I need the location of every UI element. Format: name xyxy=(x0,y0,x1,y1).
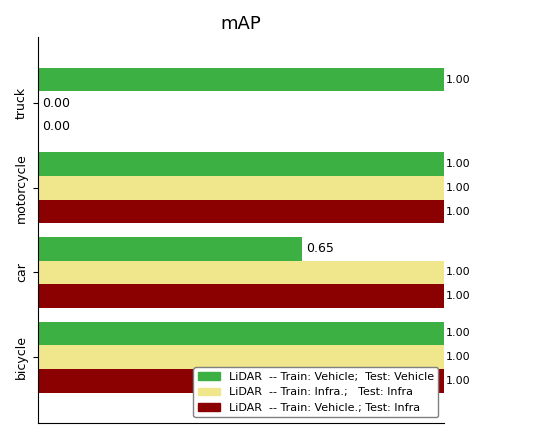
Text: 0.00: 0.00 xyxy=(42,120,70,134)
Text: 1.00: 1.00 xyxy=(446,159,471,169)
Bar xyxy=(38,200,444,223)
Text: 1.00: 1.00 xyxy=(446,207,471,216)
Text: 0.00: 0.00 xyxy=(42,97,70,110)
Text: 1.00: 1.00 xyxy=(446,268,471,277)
Bar xyxy=(38,237,302,261)
Title: mAP: mAP xyxy=(220,15,261,33)
Bar xyxy=(38,321,444,345)
Bar xyxy=(38,369,444,392)
Text: 1.00: 1.00 xyxy=(446,352,471,362)
Legend: LiDAR  -- Train: Vehicle;  Test: Vehicle, LiDAR  -- Train: Infra.;   Test: Infra: LiDAR -- Train: Vehicle; Test: Vehicle, … xyxy=(193,367,438,417)
Bar xyxy=(38,345,444,369)
Text: 1.00: 1.00 xyxy=(446,376,471,386)
Bar xyxy=(38,152,444,176)
Text: 1.00: 1.00 xyxy=(446,291,471,301)
Text: 0.65: 0.65 xyxy=(306,242,334,255)
Bar xyxy=(38,261,444,284)
Bar xyxy=(38,176,444,200)
Text: 1.00: 1.00 xyxy=(446,328,471,338)
Bar xyxy=(38,68,444,92)
Text: 1.00: 1.00 xyxy=(446,74,471,85)
Text: 1.00: 1.00 xyxy=(446,183,471,193)
Bar xyxy=(38,284,444,308)
